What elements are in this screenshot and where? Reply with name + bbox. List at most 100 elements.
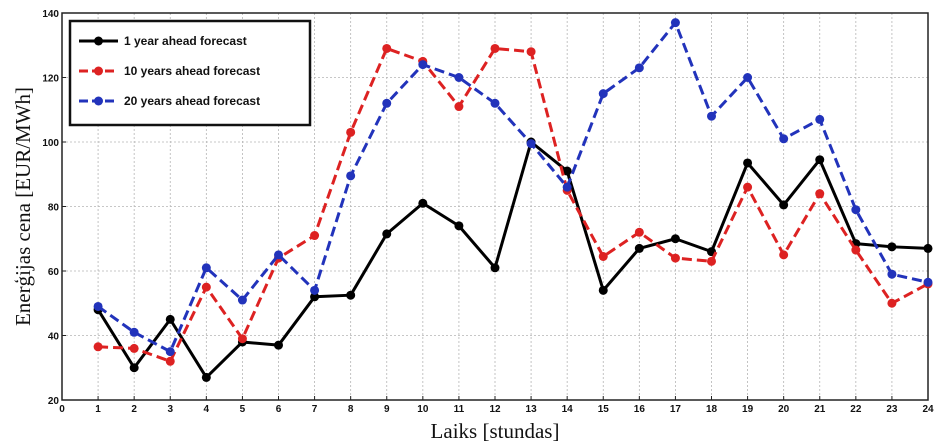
data-point [887, 298, 897, 308]
data-point [310, 285, 320, 295]
data-point [634, 227, 644, 237]
data-point [165, 356, 175, 366]
data-point [923, 277, 933, 287]
data-point [851, 245, 861, 255]
x-tick-label: 0 [59, 404, 65, 415]
x-tick-label: 16 [634, 404, 646, 415]
data-point [779, 250, 789, 260]
data-point [93, 301, 103, 311]
data-point [129, 363, 139, 373]
x-tick-label: 13 [526, 404, 538, 415]
series-line [96, 140, 929, 379]
data-point [274, 250, 283, 260]
x-tick-label: 17 [670, 404, 682, 415]
x-tick-label: 10 [417, 404, 429, 415]
data-point [310, 292, 320, 302]
data-point [598, 251, 608, 261]
x-tick-label: 22 [850, 404, 862, 415]
data-point [815, 114, 825, 124]
data-point [418, 198, 428, 208]
data-point [743, 182, 753, 192]
data-point [129, 327, 139, 337]
legend-label: 1 year ahead forecast [124, 34, 247, 48]
x-tick-label: 8 [348, 404, 354, 415]
series-line [98, 46, 929, 363]
data-point [237, 295, 247, 305]
data-point [526, 139, 536, 149]
data-point [923, 243, 933, 253]
data-point [201, 282, 211, 292]
data-point [490, 43, 500, 53]
x-tick-label: 6 [276, 404, 282, 415]
data-point [93, 342, 103, 352]
x-tick-label: 12 [489, 404, 501, 415]
x-tick-label: 9 [384, 404, 390, 415]
x-tick-label: 21 [814, 404, 826, 415]
x-axis-label: Laiks [stundas] [431, 419, 560, 443]
legend-marker [94, 96, 103, 106]
x-tick-label: 14 [562, 404, 574, 415]
x-tick-label: 2 [131, 404, 137, 415]
data-point [490, 263, 500, 273]
data-point [815, 155, 825, 165]
data-point [418, 60, 428, 70]
data-point [382, 98, 392, 108]
data-point [562, 182, 572, 192]
legend-label: 20 years ahead forecast [124, 94, 260, 108]
series-layer [93, 18, 933, 382]
data-point [526, 47, 536, 57]
y-tick-label: 100 [42, 138, 59, 149]
data-point [707, 111, 716, 121]
legend: 1 year ahead forecast 10 years ahead fore… [68, 19, 312, 127]
y-tick-label: 140 [42, 9, 59, 20]
series-3 [93, 18, 933, 357]
data-point [382, 229, 392, 239]
data-point [743, 73, 753, 82]
data-point [201, 263, 211, 273]
data-point [815, 189, 825, 199]
x-tick-label: 5 [240, 404, 246, 415]
legend-label: 10 years ahead forecast [124, 64, 260, 78]
x-tick-label: 15 [598, 404, 610, 415]
data-point [670, 18, 680, 28]
data-point [887, 269, 897, 279]
data-point [634, 63, 644, 73]
data-point [346, 290, 356, 300]
x-tick-label: 18 [706, 404, 718, 415]
x-tick-label: 24 [922, 404, 934, 415]
y-tick-label: 20 [48, 396, 60, 407]
data-point [670, 253, 680, 263]
x-tick-label: 3 [167, 404, 173, 415]
data-point [165, 314, 175, 324]
y-tick-label: 120 [42, 74, 59, 85]
y-tick-label: 60 [48, 267, 60, 278]
data-point [129, 343, 139, 353]
data-point [274, 340, 283, 350]
data-point [707, 256, 716, 266]
data-point [851, 205, 861, 215]
y-tick-label: 80 [48, 203, 60, 214]
data-point [779, 200, 789, 210]
x-axis-ticks: 0 1 2 3 4 5 6 7 8 9 10 11 12 13 14 15 16 17 18 19 20 21 22 23 24 [59, 396, 934, 415]
data-point [382, 43, 392, 53]
data-point [743, 158, 753, 168]
data-point [454, 221, 464, 231]
series-1 [93, 137, 933, 382]
x-tick-label: 11 [454, 404, 465, 415]
x-tick-label: 7 [312, 404, 318, 415]
data-point [201, 372, 211, 382]
x-tick-label: 4 [204, 404, 210, 415]
data-point [454, 102, 464, 112]
x-tick-label: 23 [886, 404, 898, 415]
data-point [887, 242, 897, 252]
data-point [346, 171, 356, 181]
data-point [562, 166, 572, 176]
y-axis-label: Enerģijas cena [EUR/MWh] [11, 87, 35, 326]
legend-box [68, 19, 312, 127]
data-point [237, 334, 247, 344]
x-tick-label: 19 [742, 404, 754, 415]
x-tick-label: 20 [778, 404, 790, 415]
data-point [670, 234, 680, 244]
x-tick-label: 1 [95, 404, 101, 415]
